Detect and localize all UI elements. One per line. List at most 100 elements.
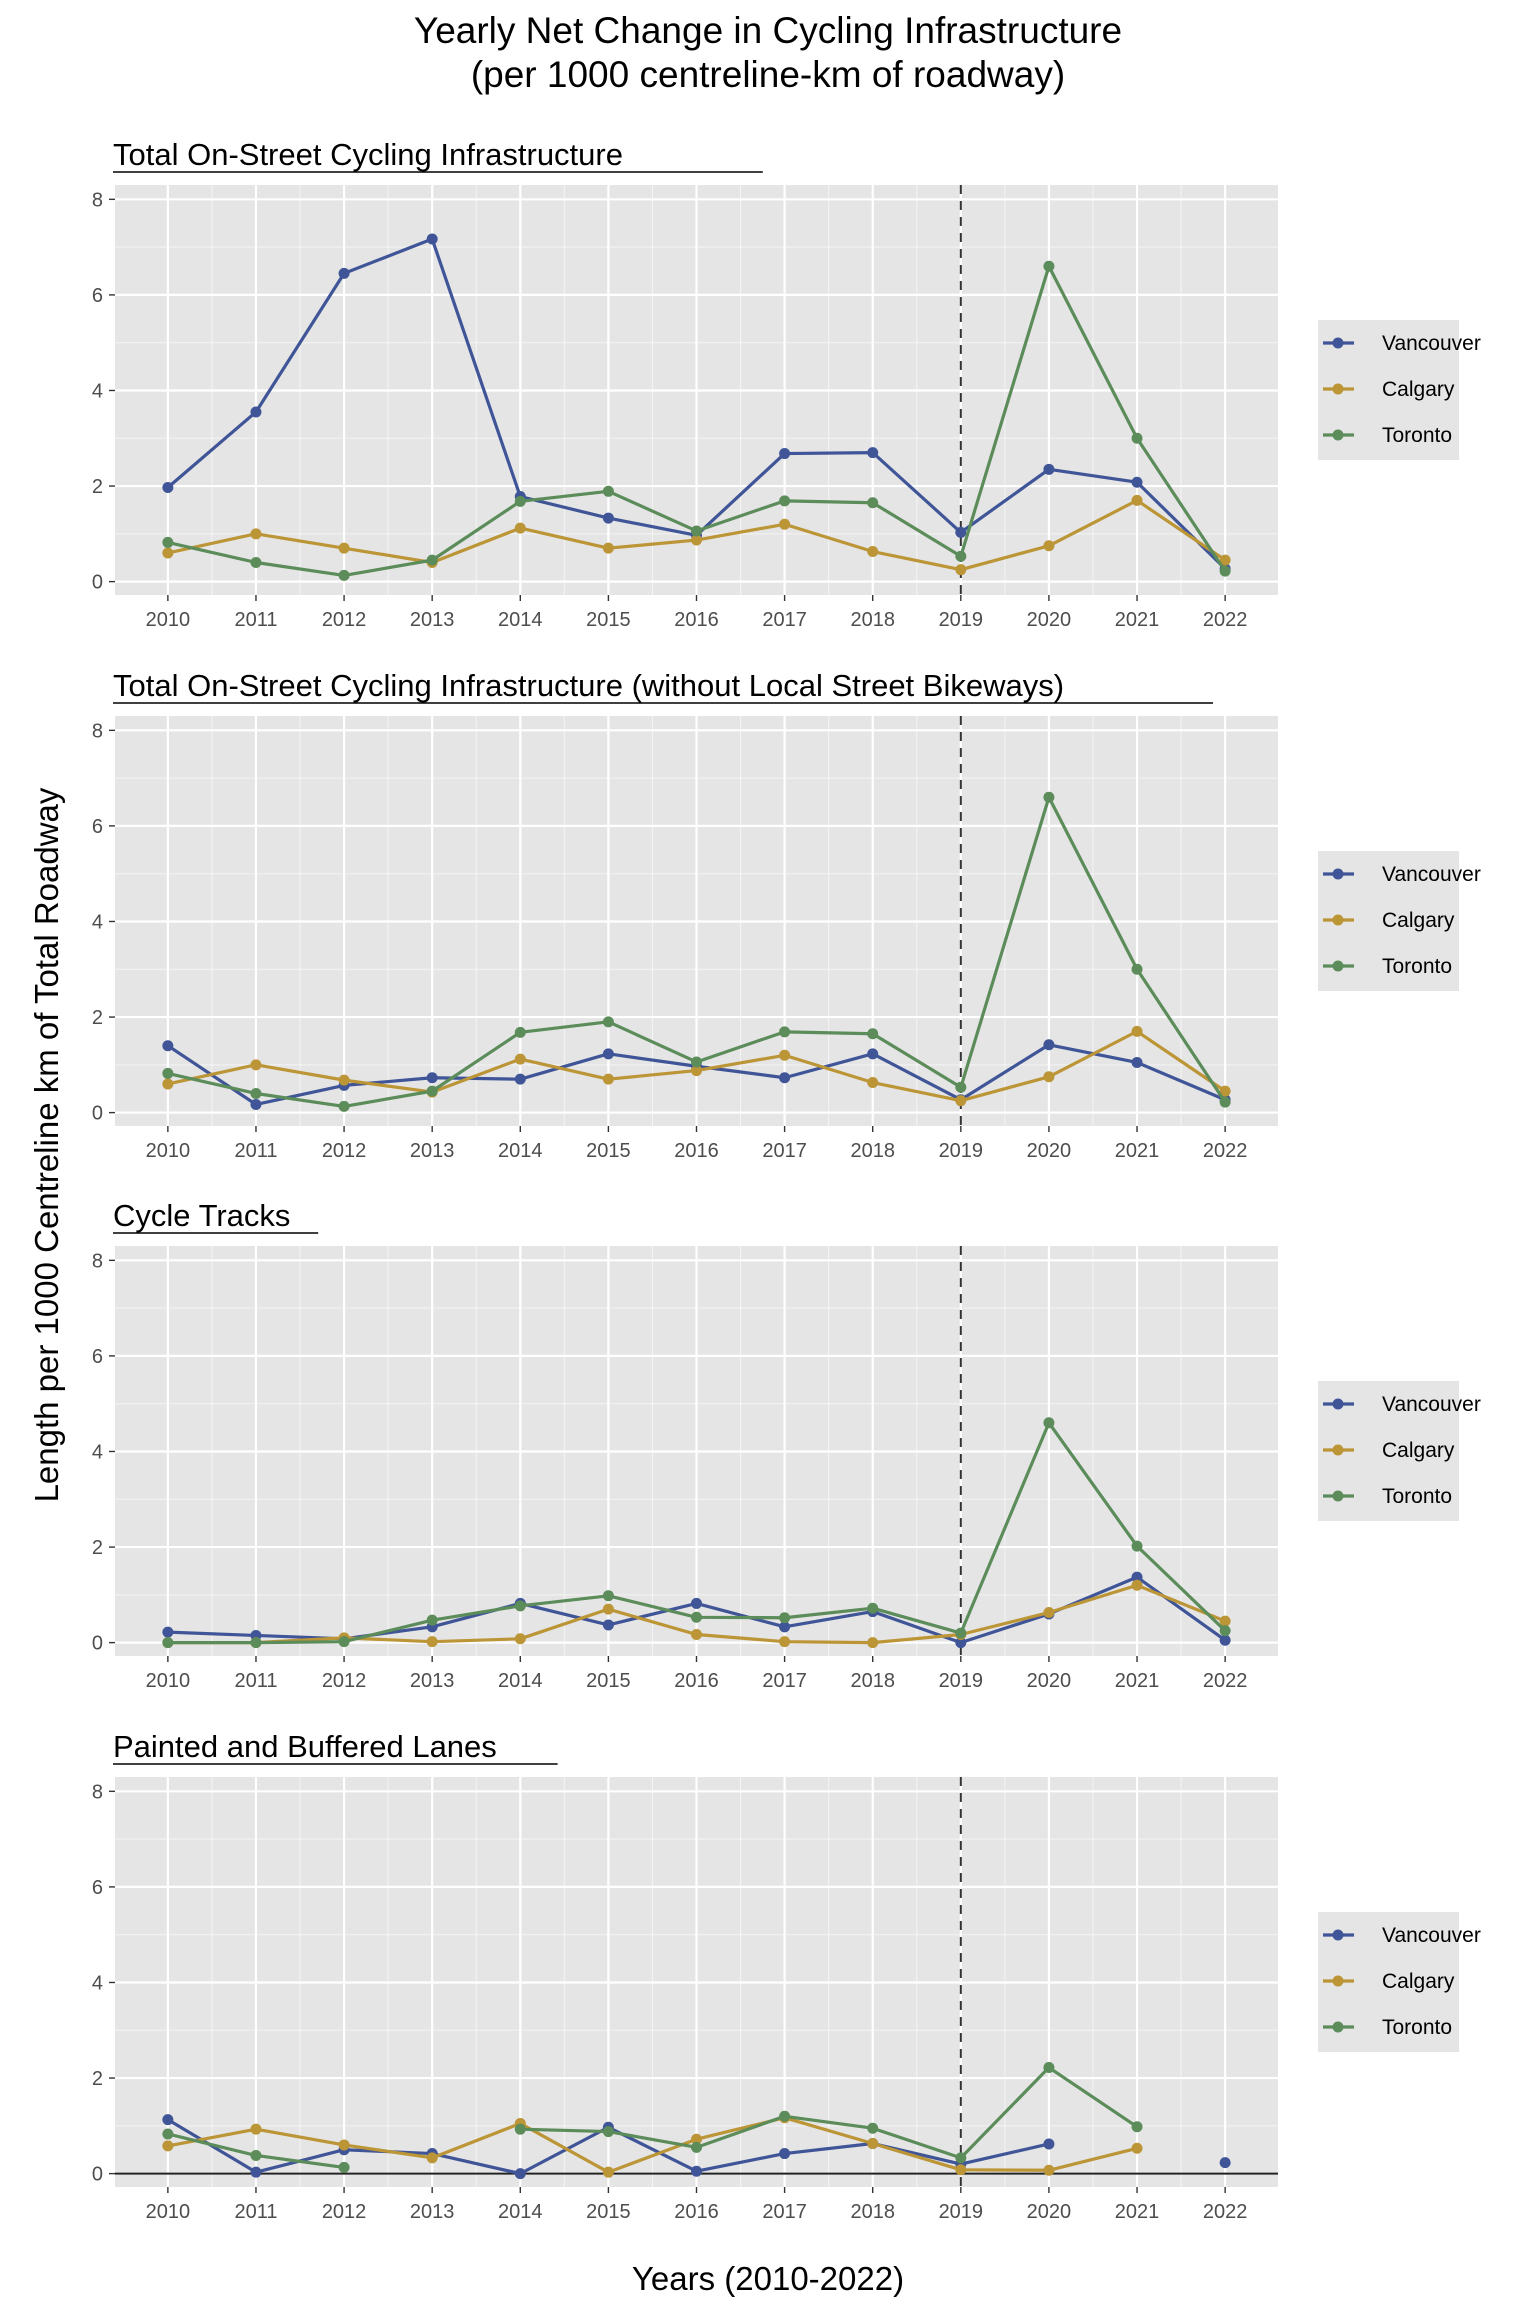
data-point-vancouver <box>691 2165 702 2177</box>
data-point-vancouver <box>602 512 614 524</box>
x-tick-label: 2010 <box>146 1140 191 1162</box>
x-tick-label: 2022 <box>1203 2201 1248 2223</box>
data-point-toronto <box>250 2149 262 2161</box>
figure-title-line2: (per 1000 centreline-km of roadway) <box>471 54 1065 95</box>
data-point-vancouver <box>1131 1571 1143 1583</box>
x-tick-label: 2016 <box>674 1670 719 1692</box>
x-tick-label: 2018 <box>850 609 895 631</box>
data-point-calgary <box>162 2140 174 2152</box>
x-tick-label: 2010 <box>146 609 191 631</box>
x-tick-label: 2010 <box>146 1670 191 1692</box>
y-tick-label: 0 <box>92 2164 103 2186</box>
data-point-toronto <box>1131 2121 1143 2133</box>
data-point-vancouver <box>162 1040 174 1052</box>
data-point-calgary <box>250 2123 262 2135</box>
x-tick-label: 2016 <box>674 1140 719 1162</box>
x-tick-label: 2015 <box>586 1670 631 1692</box>
data-point-toronto <box>602 485 614 497</box>
data-point-toronto <box>1219 565 1231 577</box>
data-point-toronto <box>867 1028 879 1040</box>
legend-swatch-point <box>1332 1444 1344 1456</box>
x-tick-label: 2020 <box>1027 1140 1072 1162</box>
legend-swatch-point <box>1332 383 1344 395</box>
x-tick-label: 2021 <box>1115 609 1160 631</box>
legend-label: Calgary <box>1382 1439 1455 1462</box>
data-point-toronto <box>602 1590 614 1602</box>
data-point-calgary <box>162 1078 174 1090</box>
data-point-toronto <box>250 1637 262 1649</box>
x-tick-label: 2012 <box>322 2201 367 2223</box>
y-tick-label: 8 <box>92 1250 103 1272</box>
x-tick-label: 2017 <box>762 609 807 631</box>
legend-swatch-point <box>1332 2021 1344 2033</box>
legend-swatch-point <box>1332 1490 1344 1502</box>
data-point-toronto <box>779 1026 791 1038</box>
data-point-calgary <box>779 1049 791 1061</box>
data-point-toronto <box>1219 1625 1231 1637</box>
x-tick-label: 2022 <box>1203 1140 1248 1162</box>
data-point-vancouver <box>1043 2138 1055 2150</box>
legend-label: Calgary <box>1382 1970 1455 1993</box>
x-tick-label: 2021 <box>1115 1670 1160 1692</box>
data-point-calgary <box>250 1059 262 1071</box>
x-tick-label: 2011 <box>234 1140 277 1162</box>
data-point-toronto <box>779 2110 791 2122</box>
legend-swatch-point <box>1332 868 1344 880</box>
data-point-calgary <box>955 1095 967 1107</box>
x-tick-label: 2015 <box>586 609 631 631</box>
x-tick-label: 2022 <box>1203 1670 1248 1692</box>
data-point-calgary <box>602 2166 614 2178</box>
data-point-toronto <box>338 2161 350 2173</box>
data-point-calgary <box>162 547 174 559</box>
data-point-toronto <box>426 1614 438 1626</box>
data-point-toronto <box>1131 1540 1143 1552</box>
legend-swatch-point <box>1332 429 1344 441</box>
x-tick-label: 2012 <box>322 1670 367 1692</box>
data-point-calgary <box>1131 1579 1143 1591</box>
y-tick-label: 8 <box>92 189 103 211</box>
data-point-vancouver <box>426 233 438 245</box>
data-point-toronto <box>1043 1417 1055 1429</box>
data-point-toronto <box>867 2122 879 2134</box>
x-tick-label: 2020 <box>1027 609 1072 631</box>
data-point-toronto <box>867 497 879 509</box>
data-point-toronto <box>162 1637 174 1649</box>
y-tick-label: 6 <box>92 1877 103 1899</box>
y-tick-label: 2 <box>92 476 103 498</box>
x-tick-label: 2021 <box>1115 1140 1160 1162</box>
data-point-calgary <box>1043 1607 1055 1619</box>
data-point-toronto <box>1043 2062 1055 2074</box>
data-point-vancouver <box>250 406 262 418</box>
legend-swatch-point <box>1332 1929 1344 1941</box>
data-point-vancouver <box>602 1048 614 1060</box>
data-point-calgary <box>514 1053 526 1065</box>
data-point-toronto <box>514 2123 526 2135</box>
legend-label: Vancouver <box>1382 863 1481 886</box>
x-tick-label: 2020 <box>1027 2201 1072 2223</box>
x-tick-label: 2019 <box>939 2201 984 2223</box>
y-tick-label: 2 <box>92 1537 103 1559</box>
legend-label: Vancouver <box>1382 1393 1481 1416</box>
y-axis-title: Length per 1000 Centreline km of Total R… <box>28 787 65 1502</box>
data-point-vancouver <box>250 2166 262 2178</box>
data-point-calgary <box>426 1636 438 1648</box>
data-point-calgary <box>514 522 526 534</box>
legend-label: Vancouver <box>1382 332 1481 355</box>
data-point-calgary <box>514 1633 526 1645</box>
data-point-calgary <box>779 518 791 530</box>
series-line-calgary <box>167 2116 1138 2174</box>
panel-title: Cycle Tracks <box>113 1198 290 1233</box>
data-point-toronto <box>162 1067 174 1079</box>
y-tick-label: 8 <box>92 720 103 742</box>
data-point-calgary <box>426 2152 438 2164</box>
x-tick-label: 2012 <box>322 609 367 631</box>
data-point-toronto <box>514 1600 526 1612</box>
data-point-calgary <box>1219 554 1231 566</box>
data-point-vancouver <box>602 1619 614 1631</box>
legend-label: Toronto <box>1382 955 1452 978</box>
data-point-toronto <box>162 2128 174 2140</box>
x-tick-label: 2018 <box>850 1140 895 1162</box>
data-point-toronto <box>426 554 438 566</box>
